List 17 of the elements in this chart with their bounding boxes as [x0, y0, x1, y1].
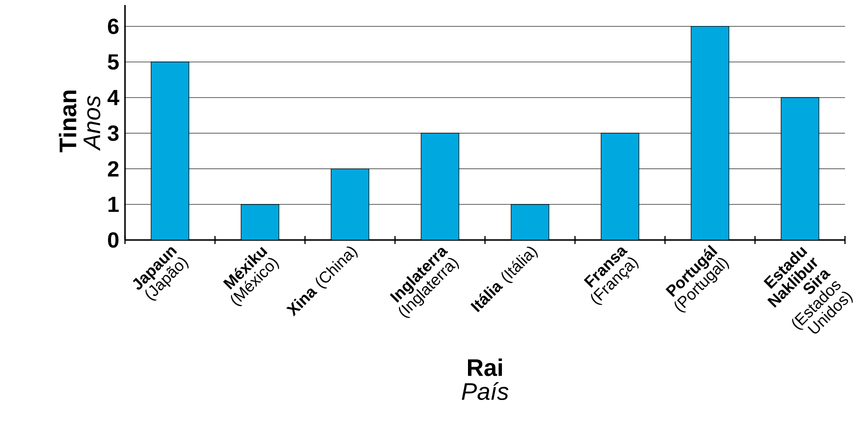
y-tick-label: 0	[108, 232, 118, 248]
y-tick-label: 3	[108, 125, 119, 141]
bar	[780, 97, 820, 240]
y-tick-label: 2	[108, 161, 118, 176]
bar	[690, 26, 730, 240]
bar	[150, 62, 190, 240]
bar	[600, 132, 640, 240]
y-tick-label: 5	[108, 54, 119, 70]
bar	[510, 204, 550, 240]
y-tick-label: 6	[108, 18, 119, 34]
bar	[240, 204, 280, 240]
bar	[330, 168, 370, 240]
bar	[420, 132, 460, 240]
y-tick-label: 4	[107, 90, 120, 106]
y-axis-title: Tinan Anos	[58, 90, 100, 152]
y-tick-label: 1	[108, 196, 119, 212]
x-axis-title: Rai País	[462, 358, 508, 400]
